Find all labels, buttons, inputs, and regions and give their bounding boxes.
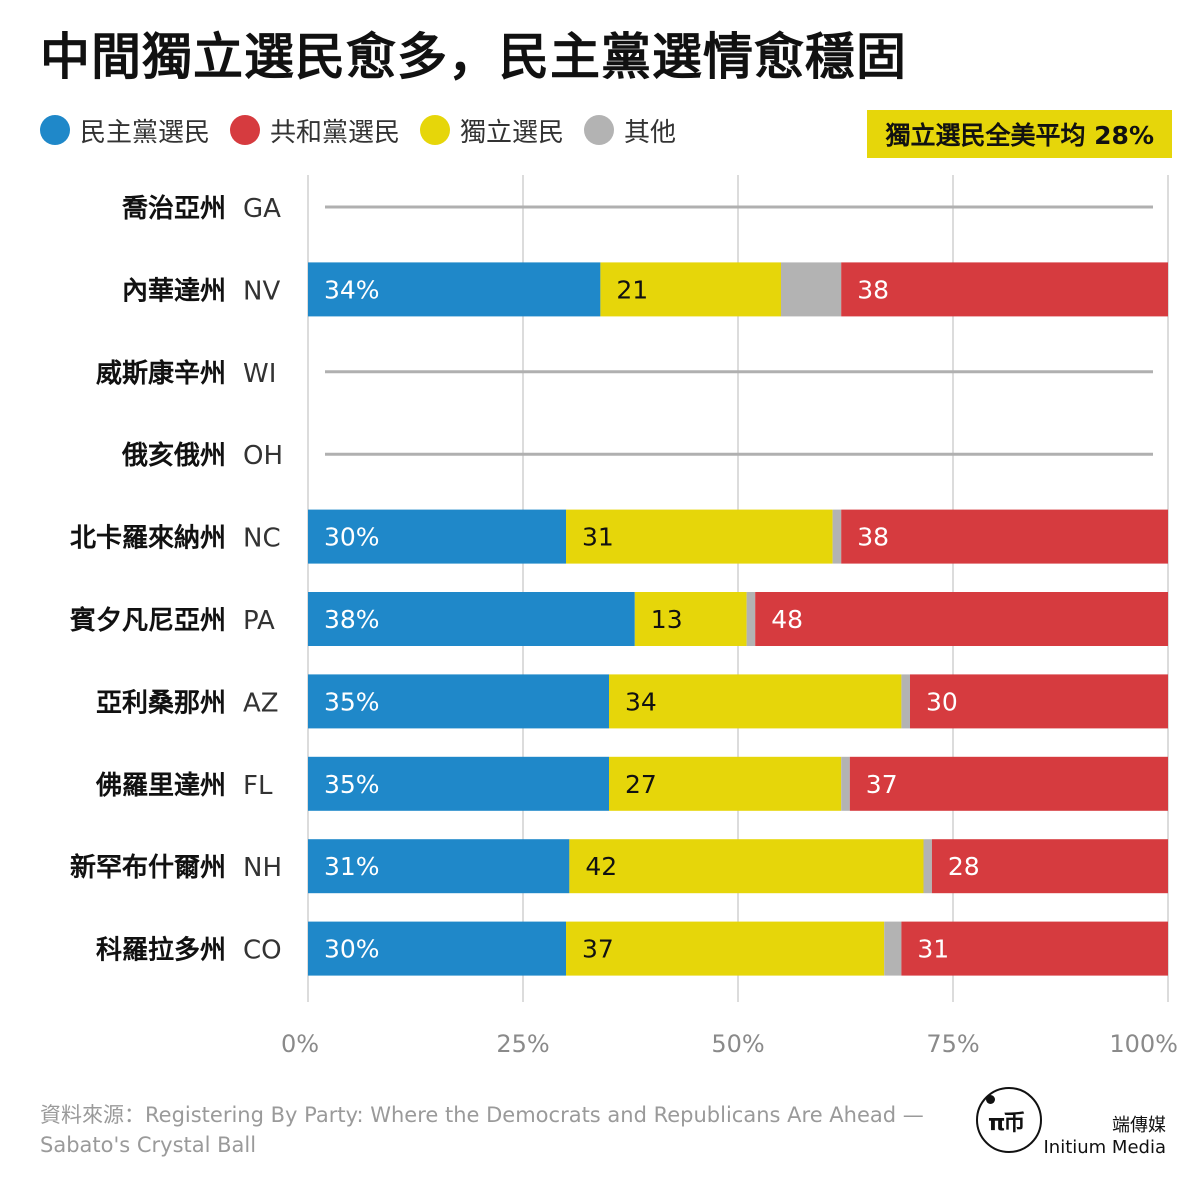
state-name-label: 俄亥俄州: [121, 440, 226, 471]
bar-segment: [308, 509, 566, 564]
bar-value-label: 30%: [324, 523, 380, 552]
bar-value-label: 35%: [324, 687, 380, 716]
state-code-label: WI: [243, 359, 276, 389]
legend-item-democrat: 民主黨選民: [40, 112, 210, 149]
national-average-badge: 獨立選民全美平均 28%: [867, 110, 1172, 158]
bar-value-label: 27: [625, 770, 657, 799]
bar-value-label: 38: [857, 523, 889, 552]
bar-segment: [931, 839, 1168, 894]
state-name-label: 賓夕凡尼亞州: [69, 605, 226, 636]
bar-segment: [884, 921, 902, 976]
logo-english-name: Initium Media: [1043, 1137, 1166, 1158]
bar-segment: [901, 674, 910, 729]
state-name-label: 科羅拉多州: [96, 935, 226, 966]
bar-value-label: 13: [651, 605, 683, 634]
state-name-label: 新罕布什爾州: [70, 852, 226, 883]
bar-value-label: 31%: [324, 852, 380, 881]
logo-glyph: π币: [988, 1111, 1025, 1136]
logo-chinese-name: 端傳媒: [1112, 1115, 1166, 1136]
x-tick-label: 0%: [281, 1030, 319, 1058]
legend-label-other: 其他: [624, 117, 677, 148]
legend-swatch-other: [584, 115, 615, 145]
state-name-label: 內華達州: [122, 276, 226, 306]
chart-title: 中間獨立選民愈多，民主黨選情愈穩固: [40, 28, 907, 86]
bar-value-label: 31: [917, 935, 949, 964]
initium-media-logo: π币 端傳媒 Initium Media: [976, 1083, 1166, 1163]
state-name-label: 北卡羅來納州: [70, 523, 226, 554]
legend-item-independent: 獨立選民: [420, 112, 564, 149]
bar-value-label: 37: [866, 770, 898, 799]
x-tick-label: 100%: [1109, 1030, 1178, 1058]
bar-segment: [901, 921, 1168, 976]
bar-value-label: 38: [857, 275, 889, 304]
legend: 民主黨選民 共和黨選民 獨立選民 其他: [40, 112, 696, 148]
data-source-line-1: 資料來源：Registering By Party: Where the Dem…: [40, 1103, 924, 1127]
state-code-label: GA: [243, 194, 281, 224]
bar-segment: [841, 509, 1168, 564]
state-code-label: PA: [243, 606, 275, 636]
legend-swatch-independent: [420, 115, 451, 145]
bar-segment: [841, 262, 1168, 317]
bar-segment: [609, 756, 842, 811]
bar-value-label: 30: [926, 687, 958, 716]
bar-segment: [634, 592, 747, 646]
bar-segment: [308, 756, 609, 811]
x-tick-label: 50%: [711, 1030, 764, 1058]
legend-item-other: 其他: [584, 112, 676, 149]
bar-segment: [923, 839, 932, 894]
bar-value-label: 34: [625, 687, 657, 716]
state-code-label: NH: [243, 853, 282, 883]
bar-value-label: 37: [582, 935, 614, 964]
bar-segment: [308, 839, 570, 894]
x-tick-label: 75%: [926, 1030, 979, 1058]
bar-segment: [781, 262, 842, 317]
state-name-label: 喬治亞州: [121, 194, 226, 224]
x-tick-label: 25%: [496, 1030, 549, 1058]
state-code-label: AZ: [243, 688, 279, 718]
bar-segment: [600, 262, 781, 317]
state-name-label: 佛羅里達州: [95, 771, 226, 801]
bar-segment: [849, 756, 1168, 811]
legend-swatch-republican: [230, 115, 261, 145]
bar-segment: [841, 756, 850, 811]
state-name-label: 亞利桑那州: [96, 688, 226, 718]
bar-value-label: 21: [616, 275, 648, 304]
legend-label-independent: 獨立選民: [460, 117, 565, 148]
legend-label-republican: 共和黨選民: [270, 117, 401, 148]
bar-value-label: 30%: [324, 935, 380, 964]
logo-dot-icon: [986, 1095, 995, 1104]
state-code-label: OH: [243, 441, 283, 471]
data-source: 資料來源：Registering By Party: Where the Dem…: [40, 1100, 940, 1160]
bar-segment: [308, 592, 635, 646]
bar-segment: [566, 921, 885, 976]
state-code-label: NV: [243, 276, 280, 306]
bar-segment: [755, 592, 1168, 646]
bar-segment: [308, 262, 601, 317]
bar-segment: [566, 509, 833, 564]
bar-segment: [609, 674, 902, 729]
bar-segment: [832, 509, 842, 564]
bar-segment: [308, 921, 566, 976]
bar-value-label: 35%: [324, 770, 380, 799]
logo-circle-icon: π币: [976, 1087, 1042, 1153]
state-code-label: CO: [243, 936, 282, 966]
bar-segment: [569, 839, 924, 894]
bar-value-label: 42: [585, 852, 617, 881]
bar-value-label: 31: [582, 523, 614, 552]
bar-segment: [308, 674, 609, 729]
bar-value-label: 48: [771, 605, 803, 634]
state-code-label: FL: [243, 771, 273, 801]
state-name-label: 威斯康辛州: [96, 358, 226, 389]
stacked-bar-chart: 0% 25% 50% 75% 100% 喬治亞州 GA 內華達州 NV 34% 21 38 威斯康辛州 W…: [69, 175, 1178, 1058]
legend-label-democrat: 民主黨選民: [80, 117, 211, 148]
legend-item-republican: 共和黨選民: [230, 112, 400, 149]
bar-value-label: 34%: [324, 275, 380, 304]
bar-value-label: 28: [948, 852, 980, 881]
data-source-line-2: Sabato's Crystal Ball: [40, 1133, 257, 1157]
bar-segment: [746, 592, 756, 646]
legend-swatch-democrat: [40, 115, 70, 145]
bar-value-label: 38%: [324, 605, 380, 634]
state-code-label: NC: [243, 524, 281, 554]
bar-segment: [910, 674, 1168, 729]
